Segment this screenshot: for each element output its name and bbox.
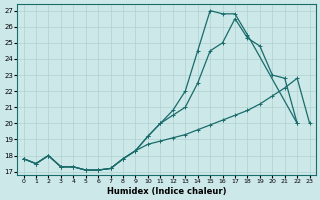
X-axis label: Humidex (Indice chaleur): Humidex (Indice chaleur) [107, 187, 226, 196]
